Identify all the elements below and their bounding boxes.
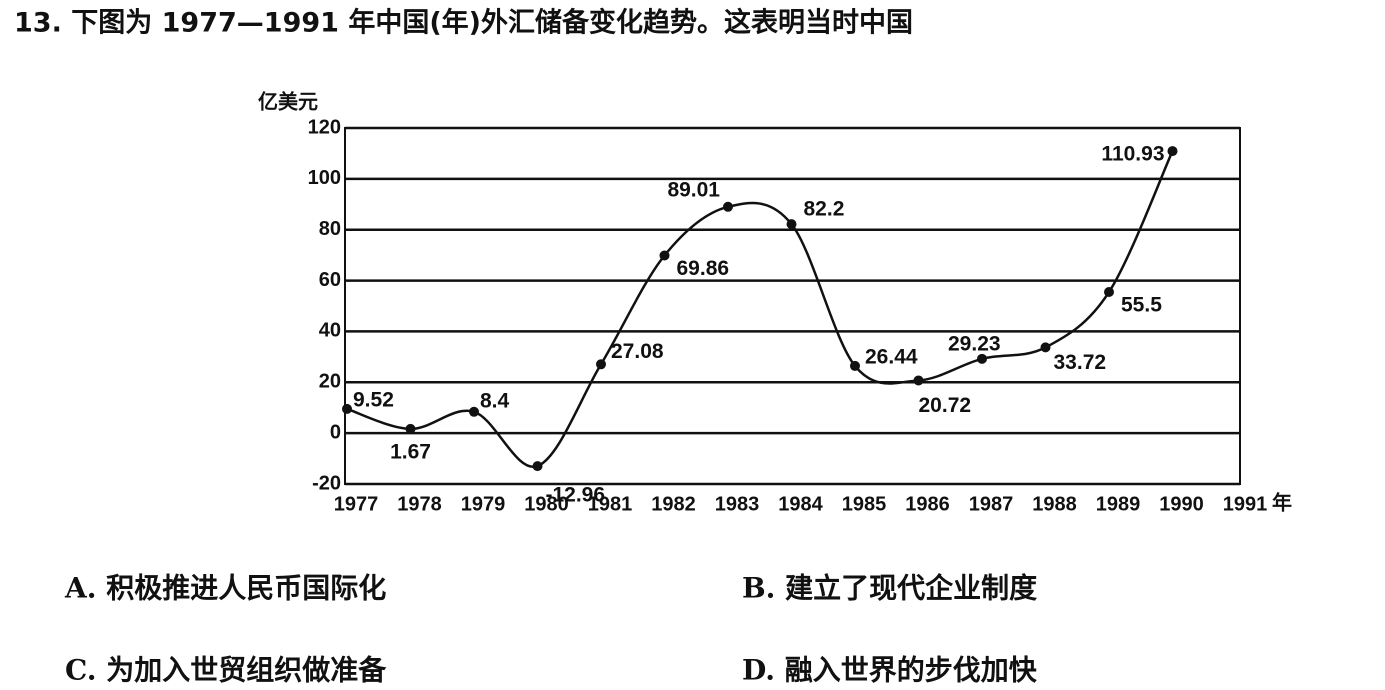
value-label: 27.08: [611, 340, 664, 363]
plot-frame: [344, 127, 1241, 485]
point: [659, 250, 670, 261]
point: [1167, 146, 1178, 157]
point: [1040, 342, 1051, 353]
point: [405, 423, 416, 434]
point: [850, 360, 860, 371]
point: [469, 406, 479, 417]
x-tick-label: 1987: [969, 493, 1014, 515]
value-label: 55.5: [1121, 294, 1162, 317]
value-label: 29.23: [948, 332, 1001, 355]
value-label: 26.44: [865, 345, 918, 368]
value-label: 1.67: [390, 440, 431, 463]
y-axis-label: 亿美元: [258, 89, 318, 113]
point: [532, 461, 543, 472]
y-tick-label: 20: [319, 371, 341, 393]
x-axis-label: 年: [1272, 490, 1292, 514]
y-tick-label: 80: [319, 218, 341, 240]
value-label: 33.72: [1054, 351, 1107, 374]
question: 13. 下图为 1977—1991 年中国(年)外汇储备变化趋势。这表明当时中国: [14, 7, 913, 39]
point: [786, 219, 797, 230]
value-label: 8.4: [480, 389, 510, 412]
y-tick-label: 0: [330, 421, 341, 443]
x-tick-label: 1983: [715, 493, 760, 515]
option[interactable]: A. 积极推进人民币国际化: [64, 572, 386, 605]
x-tick-label: 1978: [397, 493, 442, 515]
x-tick-label: 1980: [524, 493, 569, 515]
x-tick-label: 1991: [1223, 493, 1268, 515]
x-tick-label: 1989: [1096, 493, 1141, 515]
x-tick-label: 1985: [842, 493, 887, 515]
x-tick-label: 1988: [1032, 493, 1077, 515]
option[interactable]: C. 为加入世贸组织做准备: [65, 654, 387, 687]
value-label: 82.2: [804, 198, 845, 221]
x-tick-label: 1982: [651, 493, 696, 515]
x-tick-label: 1977: [334, 493, 379, 515]
point: [913, 375, 924, 386]
point: [977, 353, 987, 364]
y-tick-label: 120: [308, 116, 341, 138]
x-tick-label: 1990: [1159, 493, 1204, 515]
value-label: 89.01: [667, 178, 720, 201]
option[interactable]: D. 融入世界的步伐加快: [742, 654, 1038, 687]
line: [346, 150, 1174, 468]
x-tick-label: 1979: [461, 493, 506, 515]
x-tick-label: 1984: [778, 493, 823, 515]
value-label: 20.72: [919, 394, 972, 417]
value-label: 69.86: [677, 257, 730, 280]
point: [1104, 287, 1114, 298]
value-label: 110.93: [1101, 143, 1164, 166]
value-label: -12.96: [546, 484, 606, 507]
value-label: 9.52: [353, 388, 394, 411]
y-tick-label: -20: [312, 472, 341, 494]
y-tick-label: 60: [319, 269, 341, 291]
point: [596, 359, 606, 370]
option[interactable]: B. 建立了现代企业制度: [742, 572, 1037, 605]
x-tick-label: 1981: [588, 493, 633, 515]
x-tick-label: 1986: [905, 493, 950, 515]
point: [723, 201, 733, 212]
point: [342, 403, 352, 414]
y-tick-label: 100: [308, 167, 341, 189]
y-tick-label: 40: [319, 320, 341, 342]
